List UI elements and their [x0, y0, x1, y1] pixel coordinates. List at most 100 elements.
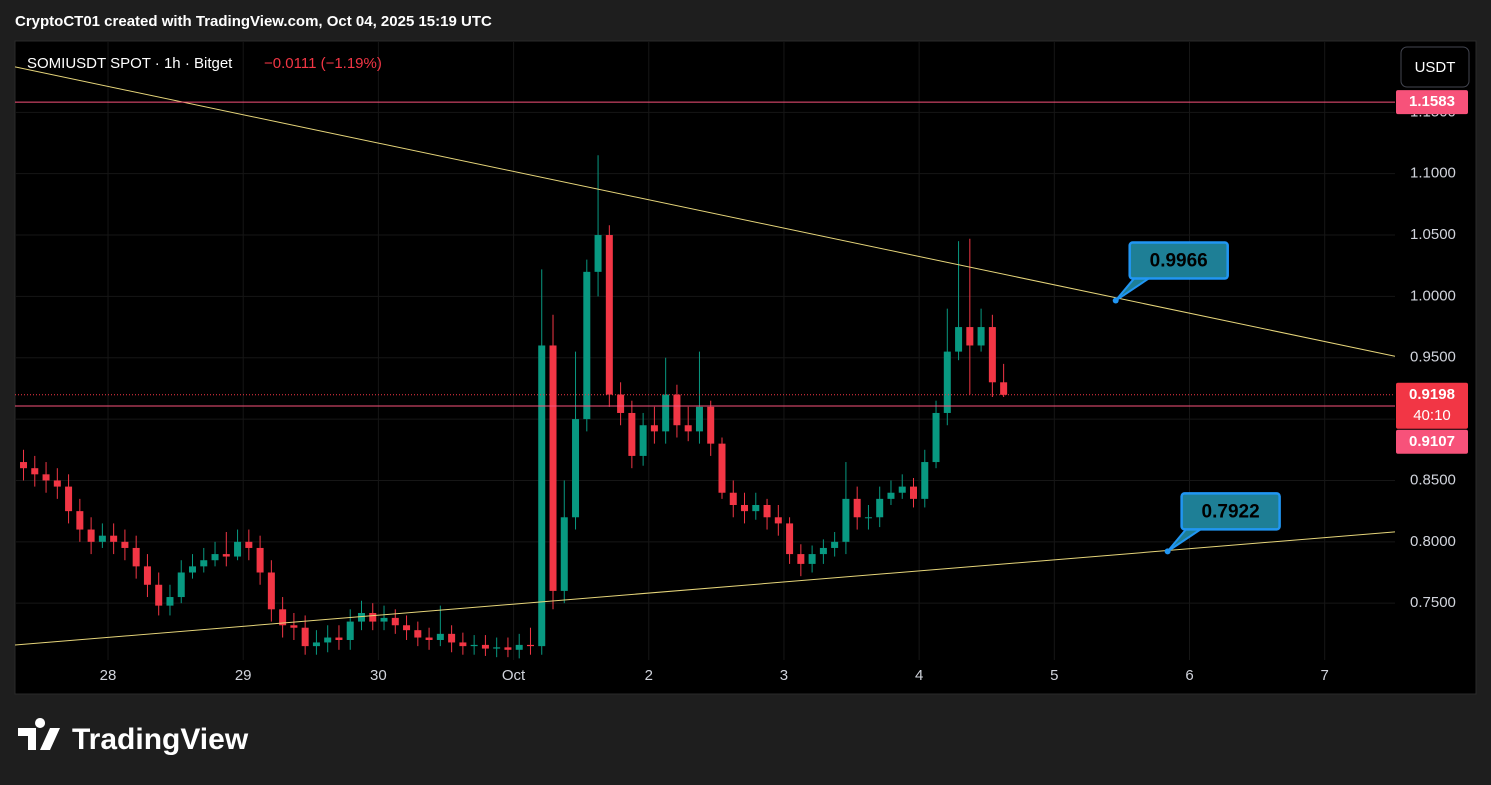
candle-body: [707, 406, 715, 444]
y-tick-label: 1.1000: [1410, 165, 1456, 182]
callout-box: [1128, 241, 1229, 280]
candle-body: [921, 462, 929, 499]
price-label: 0.9198: [1409, 386, 1455, 403]
candle-body: [65, 486, 73, 512]
x-tick-label: 28: [100, 667, 117, 684]
countdown: 40:10: [1413, 407, 1451, 424]
candle-body: [98, 535, 106, 542]
candle-body: [853, 498, 861, 518]
trendline: [15, 66, 1395, 357]
candle-body: [605, 235, 613, 395]
currency[interactable]: USDT: [1415, 59, 1456, 76]
candle-body: [403, 625, 411, 631]
logo: TradingView: [18, 718, 249, 756]
candle-body: [797, 554, 805, 564]
candle-body: [932, 412, 940, 463]
candle-body: [234, 541, 242, 557]
candle-body: [617, 394, 625, 413]
candle-body: [87, 529, 95, 542]
candle-body: [752, 505, 760, 512]
callout-box: [1180, 492, 1281, 531]
price-label-box: [1396, 382, 1468, 429]
candle-body: [662, 394, 670, 432]
x-tick-label: 30: [370, 667, 387, 684]
candle-body: [673, 394, 681, 426]
x-tick-label: 6: [1185, 667, 1193, 684]
candle-body: [910, 486, 918, 499]
candle-body: [684, 425, 692, 432]
candle-body: [943, 351, 951, 413]
candle-body: [380, 617, 388, 622]
candle-body: [988, 327, 996, 383]
candle-body: [842, 498, 850, 542]
candle-body: [110, 535, 118, 542]
candle-body: [955, 327, 963, 352]
symbol: SOMIUSDT SPOT · 1h · Bitget: [27, 55, 233, 72]
candle-body: [256, 547, 264, 573]
candle-body: [831, 541, 839, 548]
x-tick-label: Oct: [502, 667, 526, 684]
callout-label: 0.9966: [1150, 251, 1208, 272]
candle-body: [898, 486, 906, 493]
level-label-box: [1396, 429, 1468, 454]
candle-body: [864, 517, 872, 519]
candle-body: [200, 560, 208, 567]
candle-body: [741, 505, 749, 512]
candle-body: [459, 642, 467, 647]
callout-label: 0.7922: [1202, 501, 1260, 522]
candle-body: [504, 647, 512, 650]
candle-body: [121, 541, 129, 548]
candle-body: [718, 443, 726, 493]
x-tick-label: 5: [1050, 667, 1058, 684]
callout-point: [1112, 297, 1119, 304]
candle-body: [166, 597, 174, 606]
logo-icon: [18, 718, 60, 750]
candle-body: [887, 492, 895, 499]
candle-body: [20, 462, 28, 469]
candle-body: [774, 517, 782, 524]
candle-body: [594, 235, 602, 272]
x-tick-label: 29: [235, 667, 252, 684]
level-label: 0.9107: [1409, 433, 1455, 450]
y-tick-label: 1.0500: [1410, 226, 1456, 243]
change: −0.0111 (−1.19%): [264, 55, 382, 72]
callout-point: [1164, 548, 1171, 555]
attribution: CryptoCT01 created with TradingView.com,…: [15, 13, 492, 30]
y-tick-label: 0.9500: [1410, 349, 1456, 366]
candle-body: [189, 566, 197, 573]
candle-body: [436, 633, 444, 640]
candle-body: [346, 621, 354, 640]
x-tick-label: 2: [645, 667, 653, 684]
candle-body: [583, 271, 591, 420]
candle-body: [245, 541, 253, 548]
candle-body: [143, 566, 151, 585]
candle-body: [335, 637, 343, 640]
candle-body: [695, 406, 703, 432]
candle-body: [560, 517, 568, 591]
candle-body: [729, 492, 737, 506]
candle-body: [819, 547, 827, 555]
x-tick-label: 7: [1321, 667, 1329, 684]
candle-body: [526, 644, 534, 647]
x-tick-label: 3: [780, 667, 788, 684]
candle-body: [42, 474, 50, 481]
candle-body: [639, 425, 647, 456]
currency-button[interactable]: [1400, 46, 1470, 88]
candle-body: [312, 642, 320, 647]
candle-body: [53, 480, 61, 487]
candle-body: [177, 572, 185, 598]
candle-body: [470, 644, 478, 647]
candle-body: [391, 617, 399, 626]
logo-text: TradingView: [72, 723, 249, 756]
candle-body: [1000, 382, 1008, 395]
candle-body: [76, 511, 84, 530]
chart-panel: [14, 40, 1477, 695]
candle-body: [222, 554, 230, 557]
plot: 0.75000.80000.85000.90000.95001.00001.05…: [15, 42, 1468, 684]
candle-body: [977, 327, 985, 346]
candle-body: [538, 345, 546, 647]
x-tick-label: 4: [915, 667, 923, 684]
candle-body: [155, 584, 163, 606]
candle-body: [549, 345, 557, 591]
